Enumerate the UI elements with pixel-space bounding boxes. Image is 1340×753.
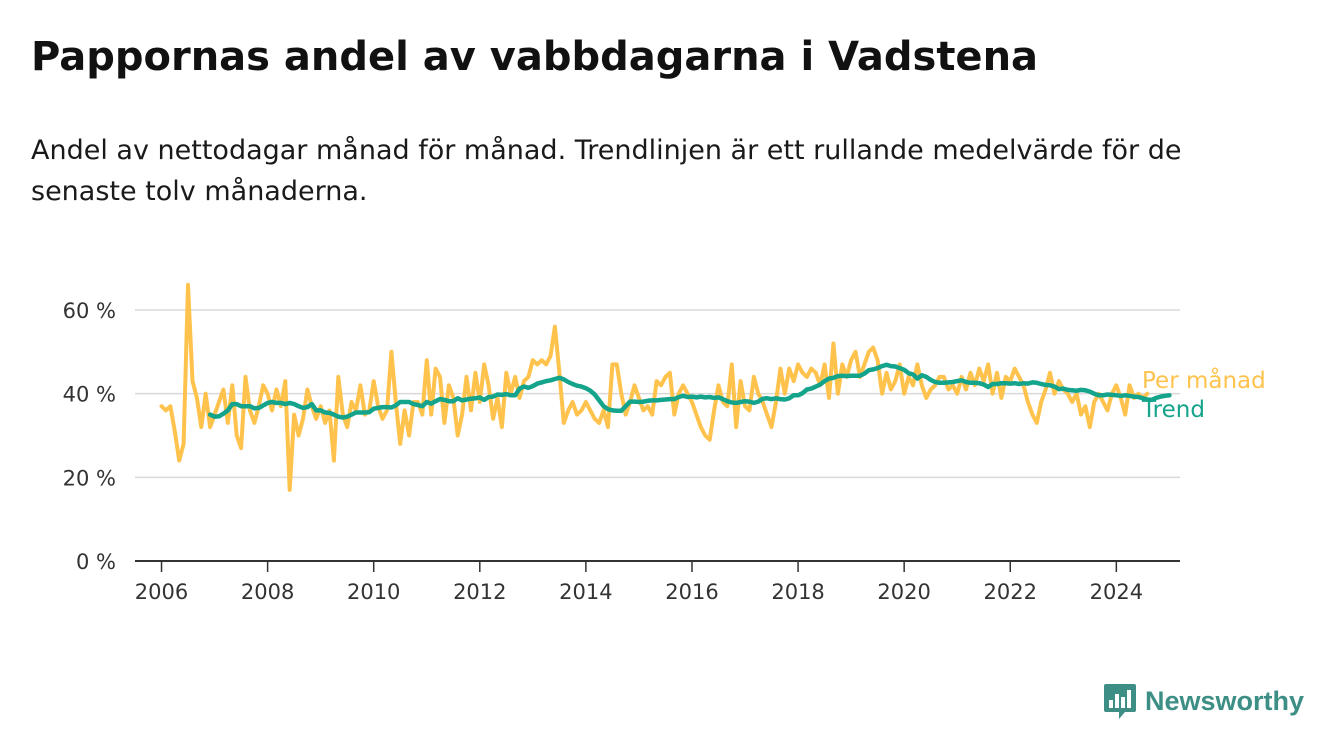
legend-label-trend: Trend — [1141, 397, 1205, 423]
line-chart: 0 % 20 % 40 % 60 % 2006 2008 2010 2012 2014 2016 2… — [63, 282, 1266, 604]
trend-series-line — [207, 362, 1172, 420]
x-tick-label: 2010 — [347, 580, 400, 604]
x-tick-label: 2022 — [984, 580, 1037, 604]
y-tick-label: 40 % — [63, 383, 116, 407]
x-tick-label: 2008 — [241, 580, 294, 604]
y-tick-label: 0 % — [76, 550, 116, 574]
brand-logo: Newsworthy — [1103, 682, 1304, 720]
y-tick-label: 60 % — [63, 299, 116, 323]
x-tick-label: 2012 — [453, 580, 506, 604]
x-tick-label: 2018 — [771, 580, 824, 604]
x-tick-label: 2024 — [1090, 580, 1143, 604]
brand-name: Newsworthy — [1145, 685, 1305, 716]
x-tick-label: 2014 — [559, 580, 612, 604]
x-tick-label: 2016 — [665, 580, 718, 604]
legend-label-monthly: Per månad — [1142, 366, 1266, 394]
chart-subtitle: Andel av nettodagar månad för månad. Tre… — [31, 135, 1182, 207]
y-tick-label: 20 % — [63, 466, 116, 490]
x-tick-label: 2020 — [877, 580, 930, 604]
chart-title: Pappornas andel av vabbdagarna i Vadsten… — [31, 34, 1039, 80]
monthly-series-line — [159, 282, 1150, 492]
x-tick-label: 2006 — [135, 580, 188, 604]
chart-bubble-icon — [1104, 684, 1136, 719]
